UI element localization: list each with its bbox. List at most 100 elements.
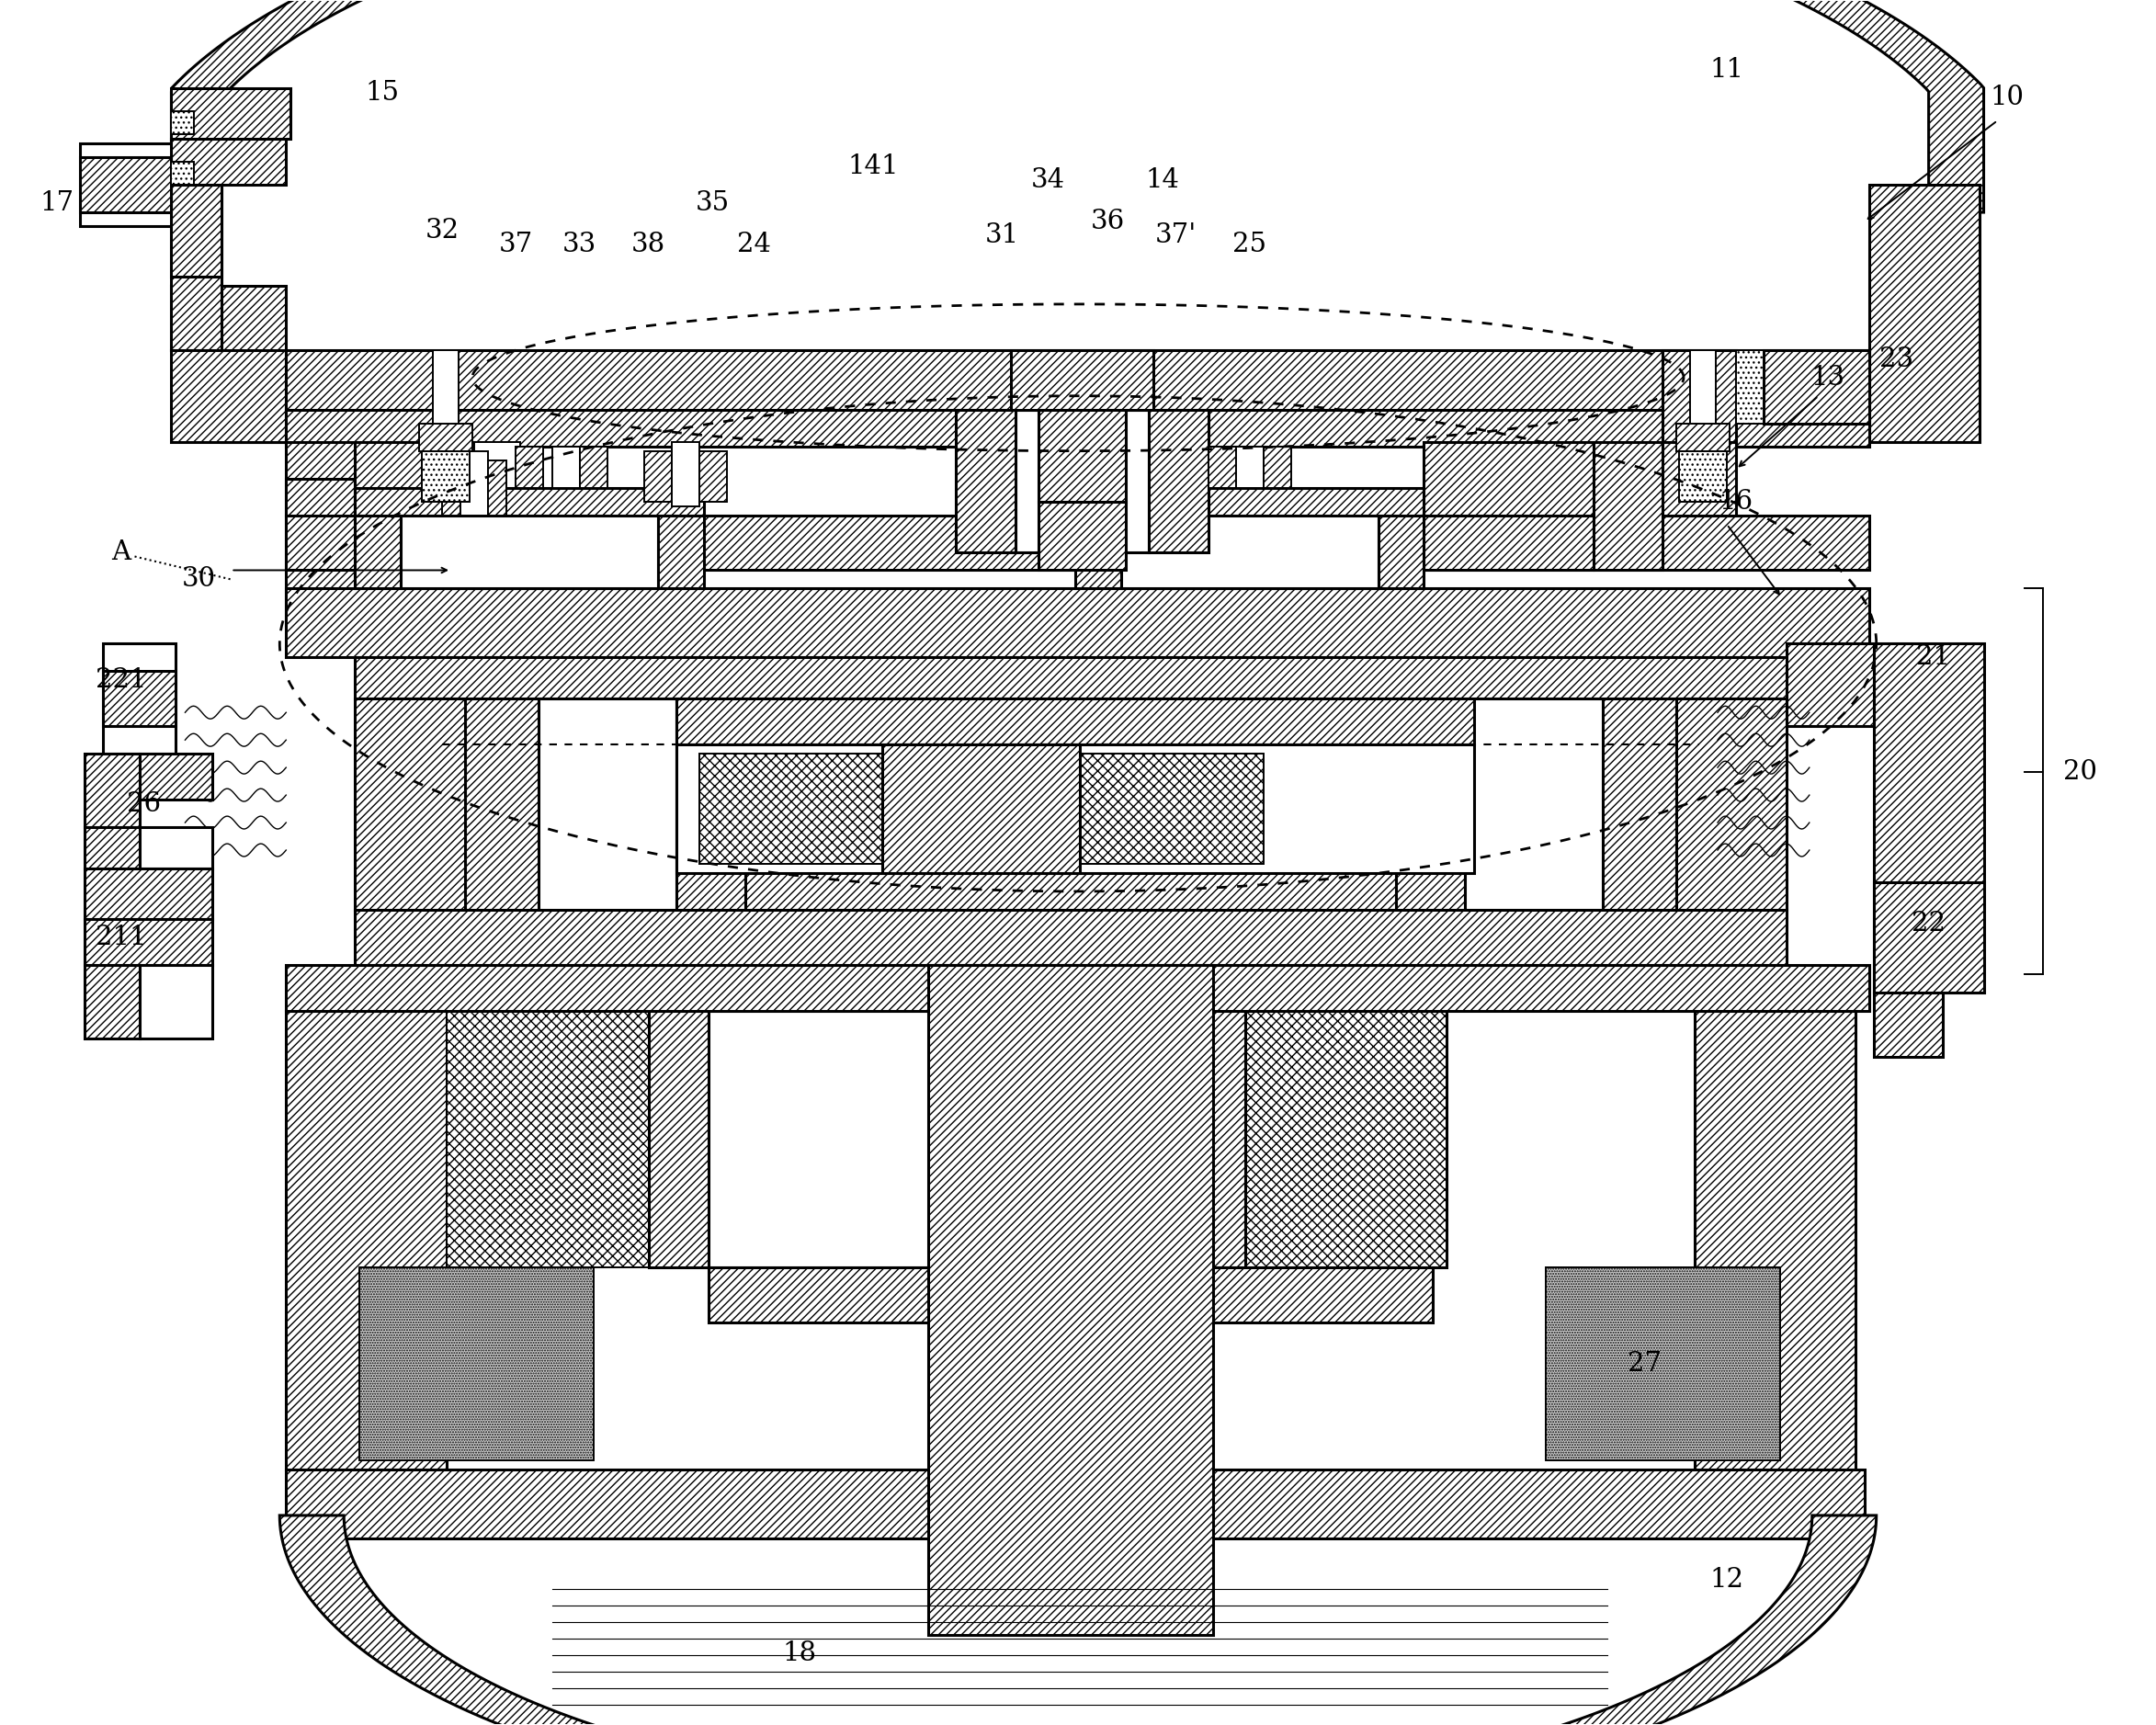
Bar: [1378, 516, 1423, 588]
Text: 221: 221: [95, 668, 147, 693]
Bar: [707, 1011, 1072, 1268]
Bar: [649, 1011, 707, 1268]
Bar: [356, 699, 466, 909]
Bar: [1235, 447, 1263, 488]
Bar: [1076, 516, 1121, 588]
Text: 11: 11: [1710, 57, 1744, 83]
Bar: [1874, 992, 1943, 1057]
Bar: [287, 442, 442, 516]
Bar: [356, 488, 703, 516]
Text: 20: 20: [2063, 759, 2098, 785]
Bar: [287, 350, 1869, 409]
Bar: [360, 1268, 593, 1461]
Text: 32: 32: [425, 217, 459, 243]
Bar: [170, 88, 291, 140]
Bar: [580, 447, 608, 488]
Bar: [401, 516, 658, 588]
Text: 13: 13: [1811, 364, 1846, 390]
Bar: [140, 754, 213, 800]
Bar: [677, 699, 744, 909]
Polygon shape: [170, 286, 287, 442]
Bar: [487, 461, 507, 516]
Bar: [287, 516, 1869, 571]
Bar: [170, 140, 287, 185]
Bar: [1466, 699, 1602, 909]
Text: 38: 38: [632, 231, 666, 257]
Bar: [170, 112, 194, 135]
Bar: [84, 919, 213, 964]
Bar: [1423, 442, 1593, 516]
Text: 36: 36: [1091, 209, 1125, 235]
Bar: [80, 157, 170, 212]
Text: A: A: [112, 538, 132, 564]
Bar: [170, 185, 222, 276]
Bar: [1602, 699, 1677, 909]
Bar: [1121, 516, 1378, 588]
Bar: [466, 699, 539, 909]
Bar: [1145, 442, 1190, 488]
Text: 37': 37': [1156, 223, 1197, 248]
Bar: [1869, 185, 1979, 442]
Text: 211: 211: [95, 925, 147, 950]
Bar: [84, 828, 140, 868]
Bar: [170, 185, 222, 350]
Bar: [170, 162, 194, 185]
Bar: [356, 516, 401, 588]
Bar: [1397, 699, 1466, 909]
Text: 24: 24: [737, 231, 772, 257]
Bar: [433, 350, 459, 428]
Bar: [1039, 409, 1125, 502]
Text: 17: 17: [39, 190, 73, 216]
Bar: [1263, 447, 1291, 488]
Text: 16: 16: [1718, 488, 1753, 514]
Bar: [1244, 1011, 1447, 1268]
Bar: [1076, 442, 1194, 516]
Text: 31: 31: [985, 223, 1020, 248]
Bar: [442, 461, 461, 516]
Bar: [287, 964, 1869, 1011]
Bar: [1186, 1268, 1434, 1323]
Bar: [671, 442, 699, 505]
Polygon shape: [280, 1516, 1876, 1725]
Bar: [418, 423, 472, 450]
Bar: [1874, 643, 1984, 992]
Bar: [955, 409, 1015, 552]
Text: 23: 23: [1880, 347, 1915, 373]
Bar: [658, 516, 703, 588]
Bar: [1207, 447, 1235, 488]
Bar: [356, 657, 1787, 699]
Bar: [461, 450, 487, 516]
Bar: [677, 699, 1475, 745]
Bar: [287, 409, 1869, 447]
Bar: [645, 450, 671, 502]
Bar: [287, 1011, 446, 1470]
Text: 34: 34: [1031, 167, 1065, 193]
Bar: [479, 442, 507, 516]
Bar: [1662, 350, 1736, 442]
Bar: [1423, 516, 1593, 571]
Bar: [442, 442, 479, 516]
Bar: [929, 964, 1214, 1635]
Bar: [515, 447, 543, 488]
Text: 18: 18: [783, 1640, 817, 1666]
Bar: [84, 964, 140, 1038]
Text: 35: 35: [696, 190, 731, 216]
Bar: [707, 1268, 955, 1323]
Text: 25: 25: [1233, 231, 1266, 257]
Bar: [1874, 881, 1984, 992]
Bar: [1149, 409, 1207, 552]
Text: 21: 21: [1917, 645, 1951, 671]
Bar: [1787, 643, 1874, 726]
Text: 27: 27: [1628, 1351, 1662, 1377]
Text: 14: 14: [1145, 167, 1179, 193]
Bar: [1546, 1268, 1781, 1461]
Bar: [474, 442, 520, 488]
Bar: [423, 450, 470, 502]
Bar: [677, 745, 1475, 873]
Text: 33: 33: [563, 231, 597, 257]
Bar: [446, 1011, 649, 1268]
Bar: [103, 643, 177, 754]
Bar: [1593, 442, 1662, 571]
Bar: [140, 964, 213, 1038]
Bar: [539, 699, 677, 909]
